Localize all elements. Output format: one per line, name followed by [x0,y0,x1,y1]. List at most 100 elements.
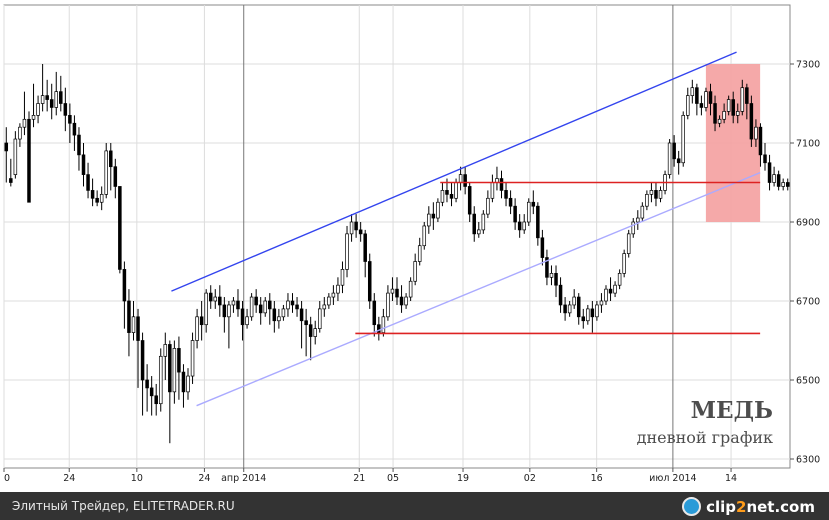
candle-body [590,308,595,318]
candle-body [436,201,440,219]
candle-body [740,87,745,112]
plot-frame [3,4,791,469]
y-tick-label: 6300 [796,455,820,466]
y-tick-label: 7300 [796,60,820,71]
candle-body [95,197,99,203]
footer-bar: Элитный Трейдер, ELITETRADER.RU clip 2 n… [0,492,829,520]
candle-body [399,296,404,306]
candle-body [90,190,95,199]
candle-body [454,182,458,199]
candle-body [81,154,86,175]
x-tick-label: 21 [353,473,365,484]
candle-body [726,99,731,112]
candle-body [404,296,408,306]
candle-body [54,91,59,108]
candle-body [513,205,517,223]
candle-body [576,296,581,318]
x-tick-label: 24 [63,473,75,484]
candle-body [349,221,354,235]
candle-body [531,201,536,207]
candle-body [604,288,608,302]
candle-body [581,316,586,322]
candle-body [322,304,327,310]
candle-body [354,221,358,231]
globe-icon [682,497,702,516]
candle-body [772,174,776,183]
candle-body [181,371,186,393]
candle-body [236,300,240,310]
candle-body [499,178,504,191]
candle-body [717,118,722,124]
x-tick-label: 16 [591,473,603,484]
candle-body [340,269,345,286]
candle-body [177,348,181,373]
chart-subtitle: дневной график [637,428,773,447]
candle-body [549,273,554,278]
candle-body [18,126,22,140]
candle-body [195,316,199,341]
candle-body [336,284,340,294]
candle-body [318,308,322,329]
candle-body [77,134,81,156]
candle-body [145,379,149,389]
candle-body [586,308,590,322]
grid-lines [3,4,791,469]
candle-body [508,197,513,207]
candle-body [735,111,740,116]
candle-body [299,308,304,322]
candle-body [463,174,467,187]
candle-body [9,178,13,183]
candle-body [190,340,195,377]
candle-body [413,261,417,282]
candle-body [154,395,158,405]
candle-body [140,340,145,381]
candle-body [27,118,31,203]
candle-body [68,114,72,124]
candle-body [458,174,463,183]
candle-body [640,205,645,219]
candle-body [572,296,576,306]
candle-body [422,225,427,247]
candle-body [477,229,481,235]
candle-body [745,87,749,104]
y-tick-label: 7100 [796,139,820,150]
candle-body [763,154,767,164]
candle-body [417,245,422,262]
logo-text-mid: 2 [736,497,747,516]
x-axis: 0 24 10 24 апр 2014 21 05 19 02 16 июл 2014 14 [3,468,737,484]
candle-body [781,182,785,187]
candle-body [286,300,290,310]
candle-body [558,284,563,306]
trendline-lower-channel [196,171,761,407]
candle-body [599,300,604,306]
candle-body [258,304,263,314]
candle-body [63,103,68,116]
candle-body [295,304,299,310]
candle-body [545,257,549,278]
candle-body [690,87,695,96]
candle-body [172,348,177,393]
candle-body [731,99,735,116]
candle-body [708,91,713,104]
candle-body [22,118,27,128]
candle-body [563,304,567,314]
candle-body [490,182,495,199]
candle-body [381,316,386,333]
candle-body [681,114,685,164]
candle-body [526,201,531,223]
x-tick-label: 0 [4,473,10,484]
candle-body [390,288,395,294]
clip2net-logo[interactable]: clip 2 net.com [682,497,815,516]
candle-body [704,91,708,108]
candle-body [658,190,663,199]
candle-body [168,344,172,393]
candle-body [249,296,254,318]
candle-body [72,122,77,136]
candle-body [767,162,772,183]
candle-body [522,221,526,231]
candle-body [281,308,286,318]
candle-body [440,190,445,203]
candle-body [676,158,681,164]
candle-body [626,233,631,254]
candle-body [445,190,449,195]
